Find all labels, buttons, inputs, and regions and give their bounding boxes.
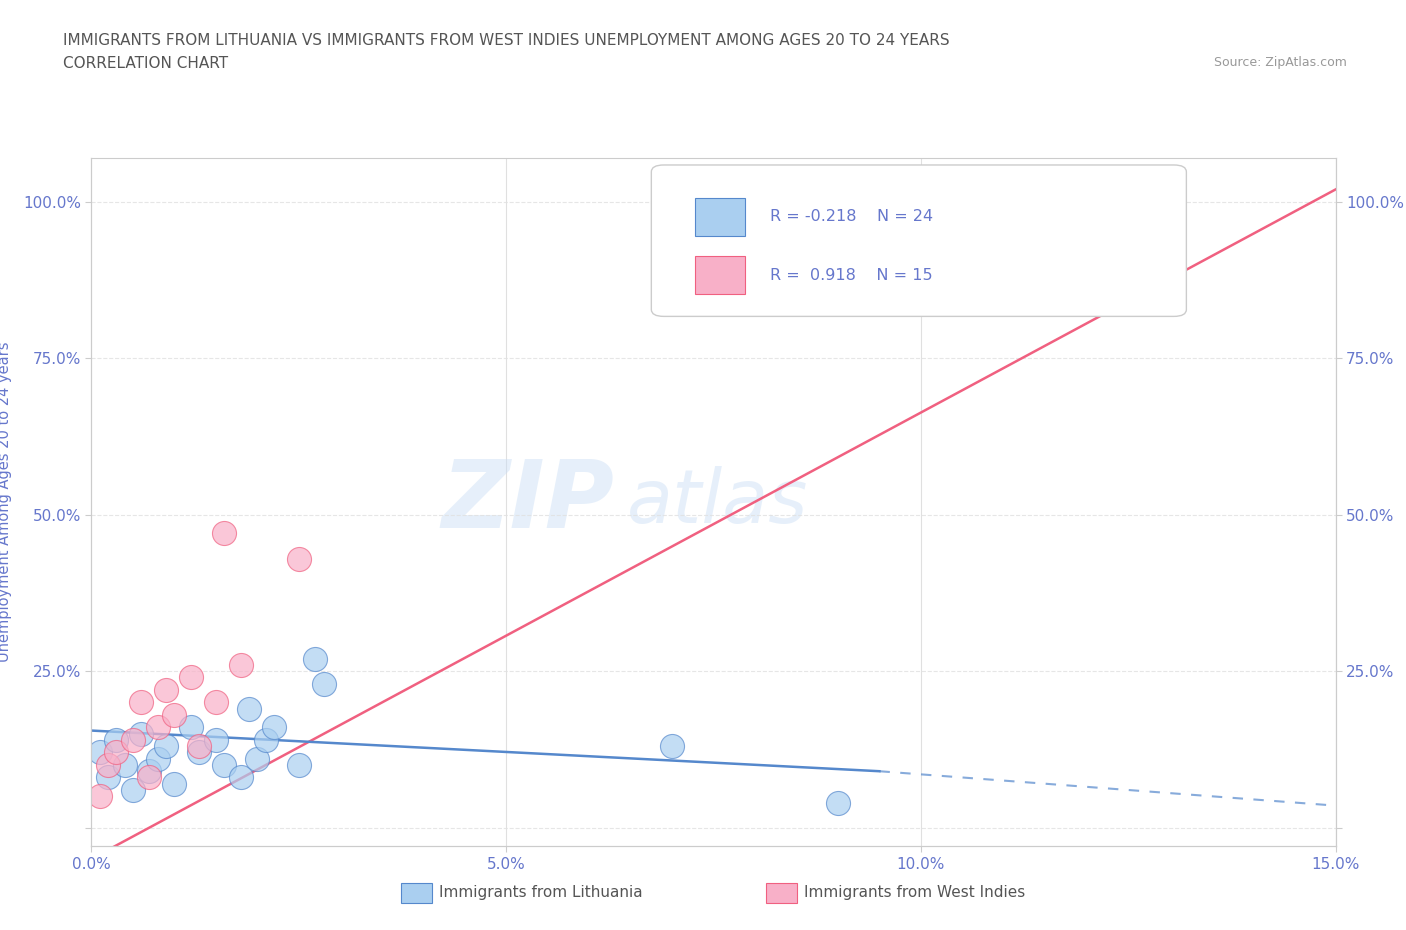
Point: [138, 764, 160, 778]
Point: [97, 758, 120, 773]
Point: [287, 758, 309, 773]
Point: [129, 726, 152, 741]
Point: [180, 670, 202, 684]
Point: [180, 720, 202, 735]
Point: [146, 751, 169, 766]
Point: [312, 676, 335, 691]
Text: R =  0.918    N = 15: R = 0.918 N = 15: [769, 268, 932, 283]
Text: Immigrants from Lithuania: Immigrants from Lithuania: [439, 885, 643, 900]
Point: [89, 789, 111, 804]
Point: [155, 738, 177, 753]
Point: [105, 733, 128, 748]
Text: IMMIGRANTS FROM LITHUANIA VS IMMIGRANTS FROM WEST INDIES UNEMPLOYMENT AMONG AGES: IMMIGRANTS FROM LITHUANIA VS IMMIGRANTS …: [63, 33, 950, 47]
Point: [246, 751, 269, 766]
Text: Immigrants from West Indies: Immigrants from West Indies: [804, 885, 1025, 900]
Point: [287, 551, 309, 566]
Point: [212, 526, 235, 541]
Point: [205, 695, 228, 710]
Point: [129, 695, 152, 710]
Point: [163, 777, 186, 791]
Point: [205, 733, 228, 748]
Point: [97, 770, 120, 785]
FancyBboxPatch shape: [695, 198, 745, 235]
Point: [121, 782, 145, 797]
Text: ZIP: ZIP: [441, 457, 614, 548]
FancyBboxPatch shape: [651, 165, 1187, 316]
Point: [121, 733, 145, 748]
Point: [254, 733, 277, 748]
Point: [163, 708, 186, 723]
Point: [661, 738, 683, 753]
Point: [138, 770, 160, 785]
Point: [114, 758, 136, 773]
Point: [105, 745, 128, 760]
Point: [304, 651, 326, 666]
Point: [229, 658, 252, 672]
Point: [212, 758, 235, 773]
Point: [238, 701, 260, 716]
FancyBboxPatch shape: [695, 256, 745, 294]
Point: [146, 720, 169, 735]
Point: [827, 795, 849, 810]
Y-axis label: Unemployment Among Ages 20 to 24 years: Unemployment Among Ages 20 to 24 years: [0, 342, 11, 662]
Text: CORRELATION CHART: CORRELATION CHART: [63, 56, 228, 71]
Point: [188, 738, 211, 753]
Text: atlas: atlas: [627, 466, 808, 538]
Point: [263, 720, 285, 735]
Text: R = -0.218    N = 24: R = -0.218 N = 24: [769, 209, 932, 224]
Point: [188, 745, 211, 760]
Text: Source: ZipAtlas.com: Source: ZipAtlas.com: [1213, 56, 1347, 69]
Point: [229, 770, 252, 785]
Point: [89, 745, 111, 760]
Point: [155, 683, 177, 698]
